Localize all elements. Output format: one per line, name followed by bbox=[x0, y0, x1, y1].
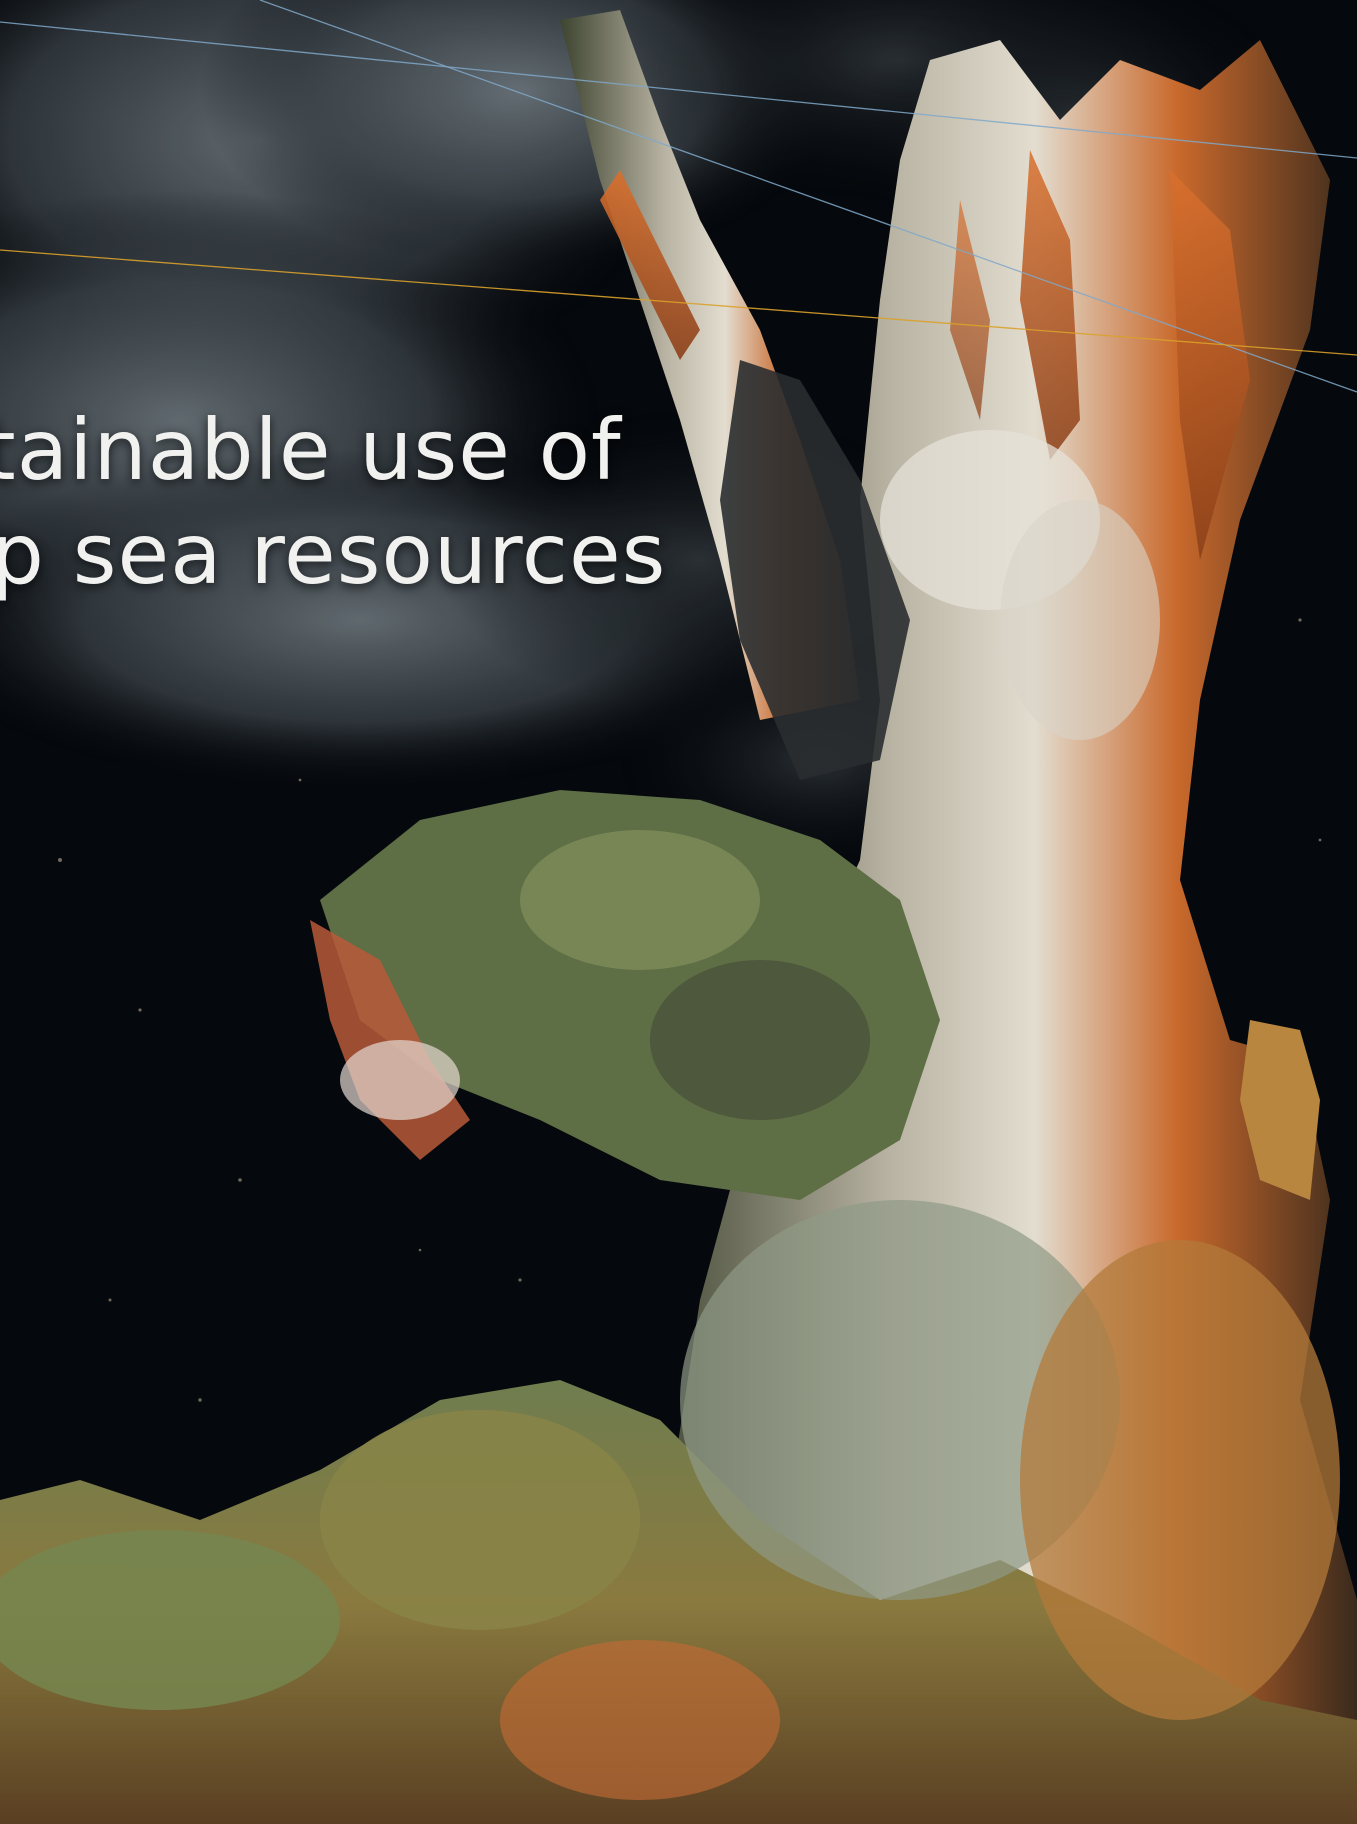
marine-snow bbox=[58, 618, 1322, 1402]
headline-line-1: stainable use of bbox=[0, 401, 622, 499]
vent-base bbox=[0, 1200, 1357, 1824]
mineral-ledge bbox=[310, 790, 940, 1200]
headline-line-2: ep sea resources bbox=[0, 505, 667, 603]
decorative-guide-lines bbox=[0, 0, 1357, 393]
headline: stainable use of ep sea resources bbox=[0, 398, 758, 606]
